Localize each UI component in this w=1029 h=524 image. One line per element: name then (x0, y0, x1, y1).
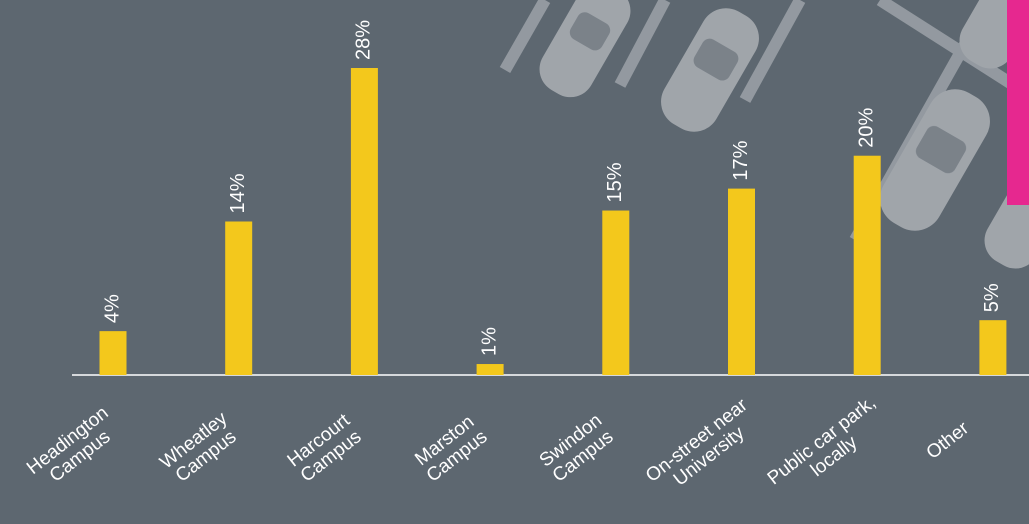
bar (350, 68, 378, 375)
value-label: 4% (101, 294, 123, 323)
bar (979, 320, 1007, 375)
bar (99, 331, 127, 375)
value-label: 20% (855, 107, 877, 147)
value-label: 14% (227, 173, 249, 213)
car-park-decoration (499, 0, 1029, 269)
bar (602, 210, 630, 375)
bar (728, 188, 755, 375)
value-label: 5% (981, 283, 1003, 312)
bar (225, 221, 253, 375)
value-label: 15% (604, 162, 626, 202)
pink-tab (1007, 0, 1029, 205)
bar (476, 364, 504, 375)
value-label: 1% (478, 327, 500, 356)
value-label: 28% (353, 20, 375, 60)
value-label: 17% (730, 140, 752, 180)
bar (853, 155, 881, 375)
